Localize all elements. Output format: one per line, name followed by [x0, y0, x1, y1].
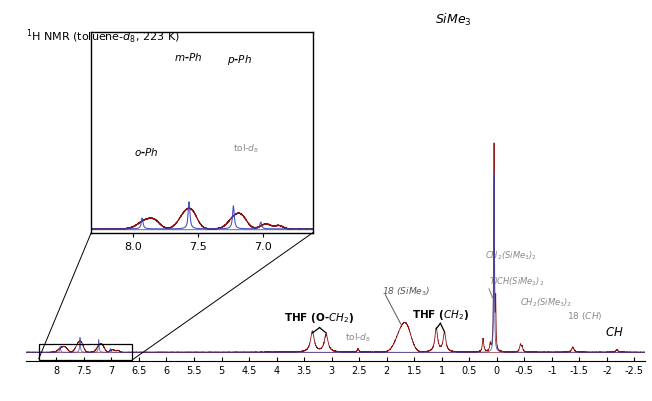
Text: 18 (Si$Me_3$): 18 (Si$Me_3$)	[382, 286, 430, 298]
Text: 18 ($CH$): 18 ($CH$)	[567, 310, 603, 322]
Text: TlCH(Si$Me_2$)$_2$: TlCH(Si$Me_2$)$_2$	[489, 275, 544, 288]
Bar	[38, 344, 132, 360]
Text: tol-$d_8$: tol-$d_8$	[233, 143, 259, 155]
Text: tol-$d_8$: tol-$d_8$	[345, 331, 371, 344]
Text: $CH_2$(Si$Me_3$)$_2$: $CH_2$(Si$Me_3$)$_2$	[520, 297, 572, 309]
Text: $m$-$Ph$: $m$-$Ph$	[173, 51, 202, 63]
Text: $CH_2$(Si$Me_3$)$_2$: $CH_2$(Si$Me_3$)$_2$	[484, 249, 537, 262]
Text: $^{1}$H NMR (toluene-$d_8$, 223 K): $^{1}$H NMR (toluene-$d_8$, 223 K)	[26, 28, 180, 46]
Text: THF ($CH_2$): THF ($CH_2$)	[411, 308, 469, 322]
Text: $\mathbf{\mathit{CH}}$: $\mathbf{\mathit{CH}}$	[605, 326, 623, 339]
Text: Si$Me_3$: Si$Me_3$	[435, 12, 471, 28]
Text: THF (O-$CH_2$): THF (O-$CH_2$)	[284, 312, 355, 326]
Text: $o$-$Ph$: $o$-$Ph$	[134, 146, 158, 158]
Text: $p$-$Ph$: $p$-$Ph$	[227, 53, 252, 67]
